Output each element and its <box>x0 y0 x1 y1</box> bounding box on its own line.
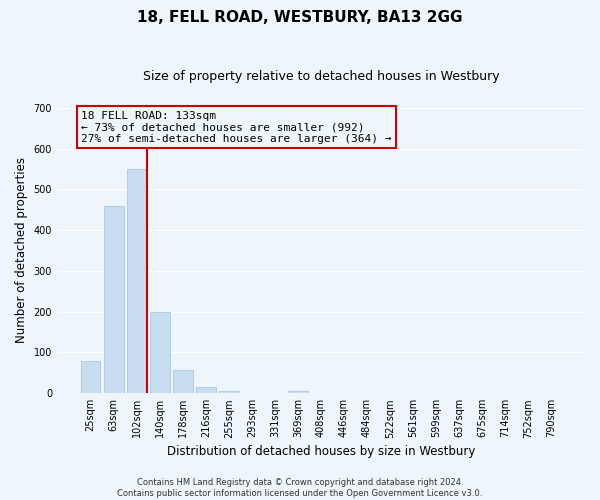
Y-axis label: Number of detached properties: Number of detached properties <box>15 158 28 344</box>
Bar <box>127 169 146 393</box>
Text: Contains HM Land Registry data © Crown copyright and database right 2024.
Contai: Contains HM Land Registry data © Crown c… <box>118 478 482 498</box>
Bar <box>173 370 193 393</box>
Bar <box>104 206 124 393</box>
Bar <box>150 312 170 393</box>
Bar <box>81 360 100 393</box>
Text: 18 FELL ROAD: 133sqm
← 73% of detached houses are smaller (992)
27% of semi-deta: 18 FELL ROAD: 133sqm ← 73% of detached h… <box>81 110 392 144</box>
Bar <box>288 391 308 393</box>
Bar <box>219 391 239 393</box>
Title: Size of property relative to detached houses in Westbury: Size of property relative to detached ho… <box>143 70 499 83</box>
X-axis label: Distribution of detached houses by size in Westbury: Distribution of detached houses by size … <box>167 444 475 458</box>
Bar <box>196 387 215 393</box>
Text: 18, FELL ROAD, WESTBURY, BA13 2GG: 18, FELL ROAD, WESTBURY, BA13 2GG <box>137 10 463 25</box>
